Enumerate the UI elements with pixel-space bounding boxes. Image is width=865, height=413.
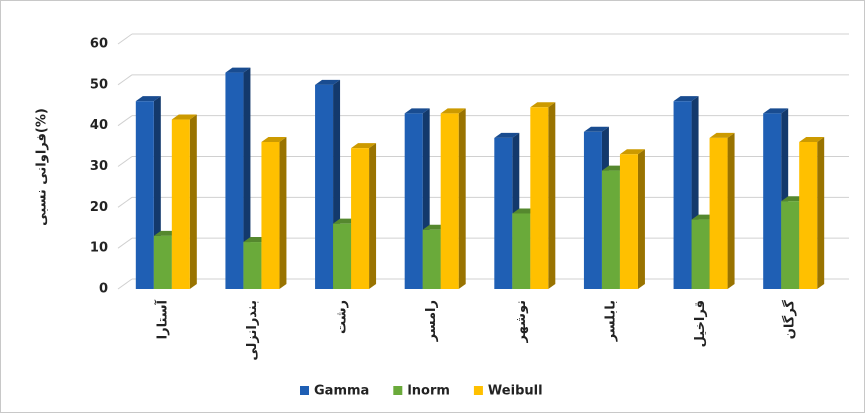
x-tick-label: گرگان — [782, 300, 798, 340]
bar — [709, 137, 728, 289]
bar — [494, 137, 513, 289]
y-tick-label: 50 — [90, 77, 108, 92]
bar — [440, 113, 459, 290]
bar-top — [494, 132, 520, 138]
legend-swatch — [300, 386, 309, 395]
bar-side — [548, 102, 556, 290]
x-tick-label: آستارا — [153, 299, 170, 339]
x-tick-label: رشت — [335, 300, 350, 334]
bar — [583, 131, 602, 289]
y-tick-label: 10 — [90, 241, 108, 256]
bar-top — [225, 67, 251, 73]
grid-line — [117, 156, 133, 167]
legend-label: Gamma — [314, 384, 369, 399]
x-tick-label: بندرانزلی — [245, 300, 260, 361]
bar-top — [673, 96, 699, 102]
bar — [153, 235, 172, 289]
bar — [351, 148, 370, 289]
bar — [225, 72, 244, 289]
bar-side — [727, 132, 735, 289]
bar-side — [369, 143, 377, 289]
bar — [673, 101, 692, 290]
bar — [799, 142, 818, 289]
bar — [243, 242, 262, 289]
bar-top — [530, 102, 556, 108]
bar-top — [799, 137, 825, 142]
x-tick-label: رامسر — [424, 300, 439, 342]
bar — [763, 113, 782, 290]
y-tick-label: 40 — [90, 118, 108, 133]
bar-side — [458, 108, 466, 290]
legend-label: Weibull — [488, 384, 543, 399]
bar — [135, 101, 154, 290]
x-tick-label: قراخیل — [693, 300, 708, 347]
bar — [171, 119, 190, 290]
grid-line — [117, 33, 133, 45]
bar-top — [315, 79, 341, 85]
y-axis-label: فراوانی نسبی(%) — [35, 108, 50, 226]
grid-line — [117, 115, 133, 127]
bar — [422, 229, 441, 289]
bar-top — [583, 126, 609, 132]
bar — [512, 213, 531, 289]
y-tick-label: 20 — [90, 200, 108, 215]
bar — [781, 201, 800, 289]
y-tick-label: 30 — [90, 159, 108, 174]
grid-line — [117, 237, 133, 249]
x-tick-label: بابلسر — [603, 300, 618, 342]
bar — [691, 219, 710, 289]
bar-top — [440, 108, 466, 114]
y-tick-label: 60 — [90, 37, 108, 52]
grid-line — [117, 74, 133, 86]
legend-label: lnorm — [407, 384, 450, 399]
bar — [530, 107, 549, 290]
bar-top — [404, 108, 430, 114]
grid-line — [117, 278, 133, 290]
legend-swatch — [393, 386, 403, 395]
bar-top — [261, 137, 287, 142]
bar-top — [351, 143, 377, 149]
y-tick-label: 0 — [99, 282, 108, 297]
bar-side — [637, 149, 645, 289]
bar-top — [135, 96, 161, 102]
bar-top — [763, 108, 789, 114]
bar-top — [709, 132, 735, 138]
bar — [261, 142, 280, 289]
bar-side — [279, 137, 287, 289]
x-tick-label: نوشهر — [514, 300, 529, 344]
bar-top — [619, 149, 645, 155]
bar — [619, 154, 638, 289]
bar-side — [817, 137, 825, 289]
bar-side — [189, 114, 197, 290]
bar-side — [243, 67, 251, 289]
legend-swatch — [473, 386, 483, 395]
bar — [333, 223, 352, 289]
bar — [404, 113, 423, 290]
bar — [601, 170, 620, 289]
grid-line — [117, 196, 133, 208]
bar-top — [171, 114, 197, 120]
bar — [315, 84, 334, 289]
